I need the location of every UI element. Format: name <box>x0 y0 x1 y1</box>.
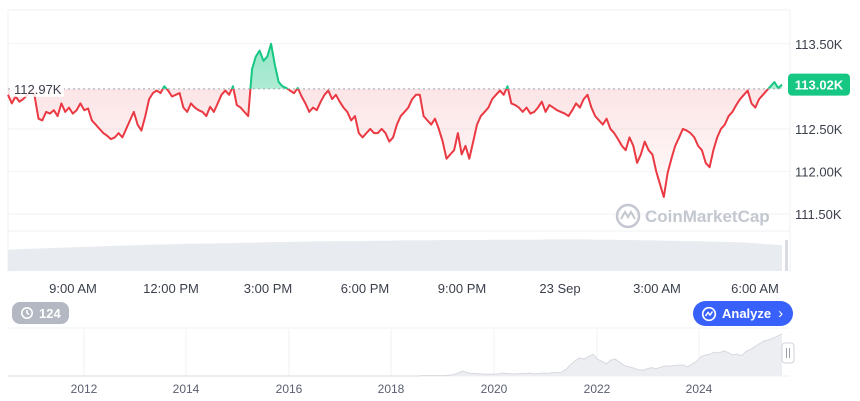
baseline-label-backing <box>10 80 64 97</box>
watermark-text: CoinMarketCap <box>645 207 770 226</box>
x-tick-label: 12:00 PM <box>143 281 199 296</box>
price-line-down <box>7 88 779 198</box>
history-tick-label: 2022 <box>584 382 611 396</box>
watermark: CoinMarketCap <box>615 203 770 229</box>
y-tick-label: 111.50K <box>795 207 842 222</box>
history-line <box>8 333 783 377</box>
area-below-baseline <box>8 88 782 197</box>
volume-edge <box>785 240 788 271</box>
x-tick-label: 6:00 PM <box>341 281 389 296</box>
x-tick-label: 3:00 PM <box>244 281 292 296</box>
history-tick-label: 2016 <box>276 382 303 396</box>
analyze-button[interactable]: Analyze › <box>693 301 794 326</box>
history-tick-label: 2024 <box>686 382 713 396</box>
history-tick-label: 2018 <box>378 382 405 396</box>
navigator-handle-box[interactable] <box>781 342 795 364</box>
current-price-badge: 113.02K <box>788 73 850 96</box>
history-area <box>8 334 782 376</box>
history-navigator <box>8 333 783 377</box>
volume-area <box>8 239 788 271</box>
navigator-handle[interactable] <box>781 342 795 364</box>
refresh-count: 124 <box>39 305 61 321</box>
x-tick-label: 23 Sep <box>539 281 580 296</box>
y-tick-label: 112.00K <box>795 164 843 179</box>
chevron-right-icon: › <box>778 305 784 322</box>
analyze-icon <box>701 306 717 321</box>
logo-mark <box>620 210 636 220</box>
x-tick-label: 9:00 AM <box>49 281 97 296</box>
history-tick-label: 2020 <box>481 382 508 396</box>
coinmarketcap-logo-icon <box>615 203 641 229</box>
volume-shape <box>8 239 782 271</box>
current-price-label: 113.02K <box>795 78 844 93</box>
history-icon <box>21 307 33 319</box>
history-tick-label: 2012 <box>71 382 98 396</box>
x-tick-label: 3:00 AM <box>633 281 681 296</box>
y-tick-label: 113.50K <box>795 37 843 52</box>
x-tick-label: 9:00 PM <box>438 281 486 296</box>
x-tick-label: 6:00 AM <box>731 281 779 296</box>
baseline-label: 112.97K <box>14 82 62 97</box>
analyze-label: Analyze <box>722 306 772 321</box>
refresh-counter-button[interactable]: 124 <box>12 302 69 324</box>
y-tick-label: 112.50K <box>795 122 843 137</box>
history-tick-label: 2014 <box>173 382 200 396</box>
